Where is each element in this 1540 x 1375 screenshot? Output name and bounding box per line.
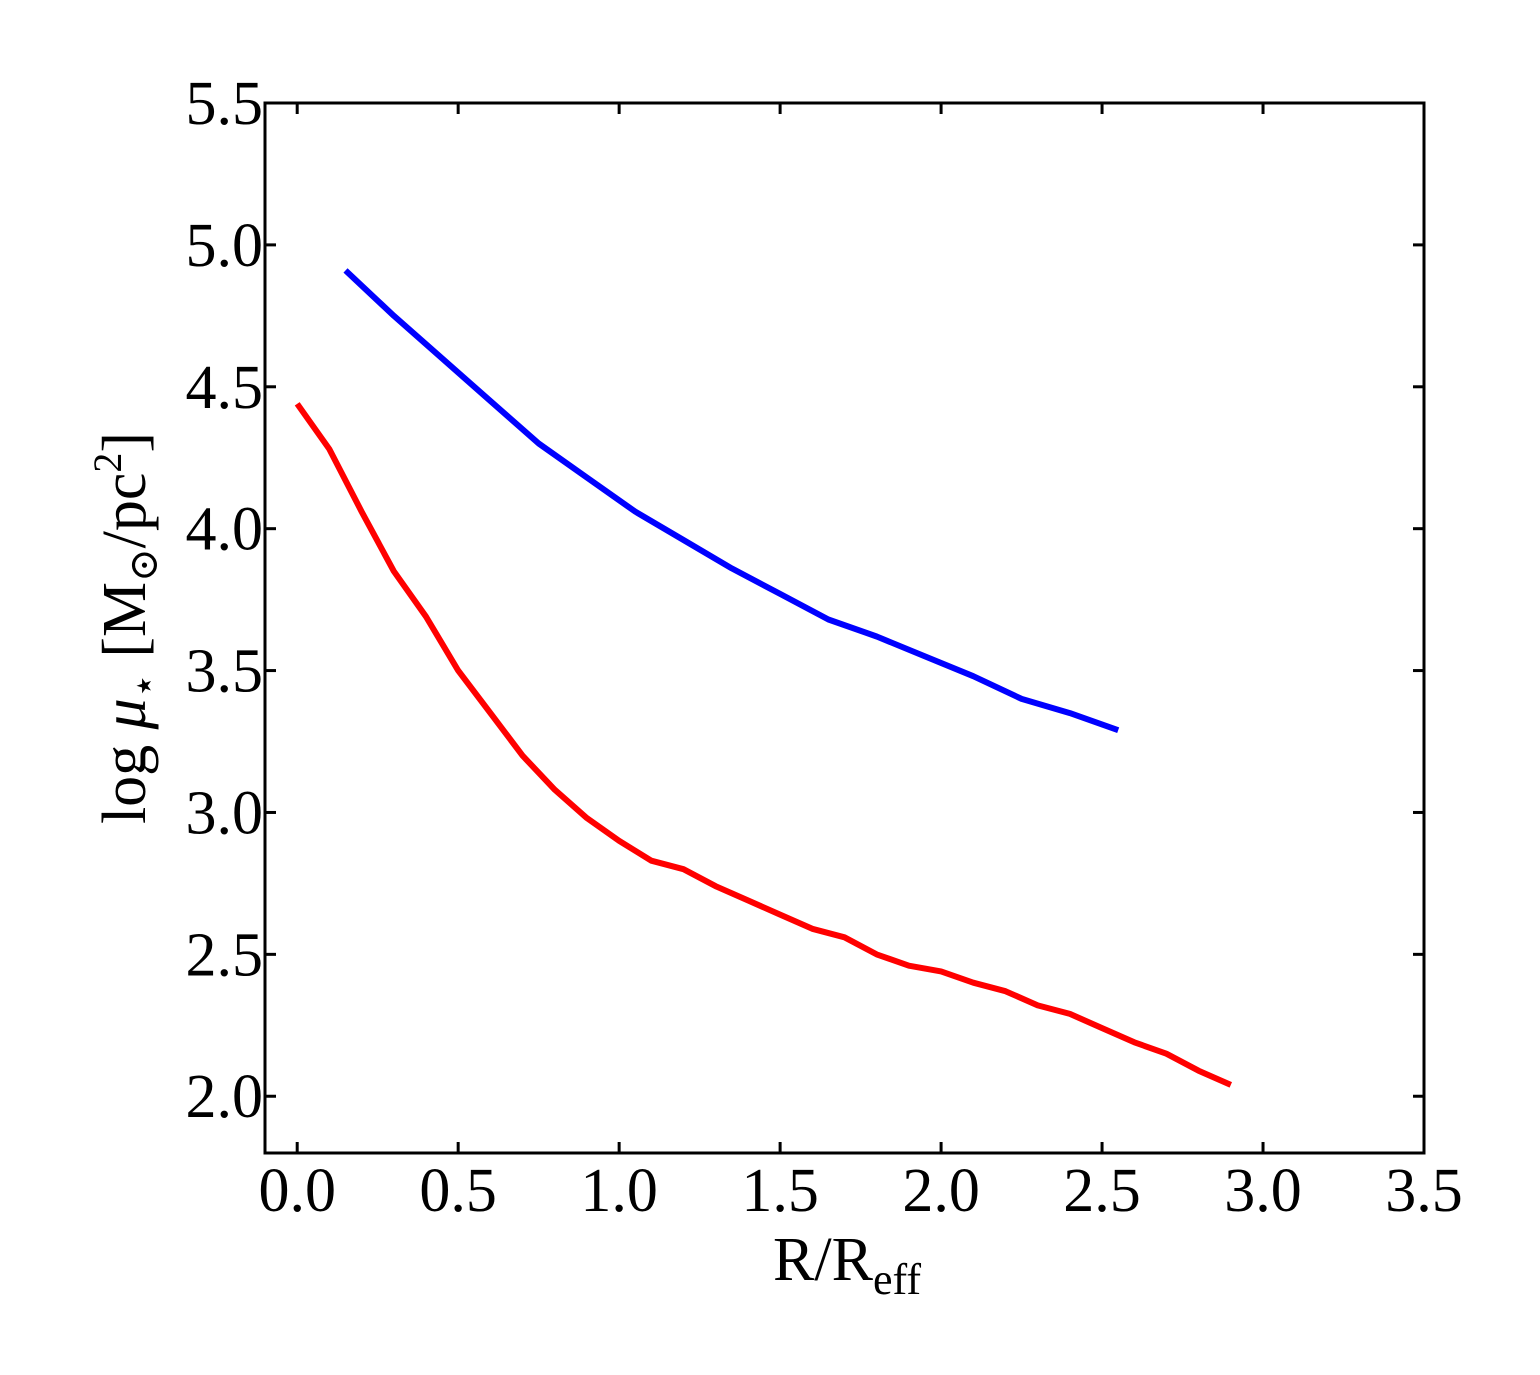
y-axis-title-unit: /pc bbox=[91, 473, 159, 549]
ticks bbox=[265, 101, 1426, 1153]
plot-frame bbox=[263, 101, 1426, 1155]
tick-labels: 0.0 0.5 1.0 1.5 2.0 2.5 3.0 3.5 2.0 2.5 3.0 3.5 4.0 4… bbox=[186, 70, 1463, 1225]
x-tick-label: 1.0 bbox=[580, 1157, 658, 1225]
y-axis-title-exponent: 2 bbox=[85, 453, 130, 473]
y-tick-label: 2.5 bbox=[186, 921, 264, 989]
x-tick-label: 0.5 bbox=[419, 1157, 497, 1225]
series-line-2 bbox=[294, 402, 1233, 1088]
y-axis-title: log μ⋆ [M⊙/pc2] bbox=[85, 432, 166, 824]
x-tick-label: 2.5 bbox=[1063, 1157, 1141, 1225]
y-axis-title-close: ] bbox=[91, 432, 159, 453]
y-tick-label: 5.5 bbox=[186, 70, 264, 138]
y-axis-title-open: [M bbox=[91, 582, 159, 673]
x-tick-label: 3.5 bbox=[1385, 1157, 1463, 1225]
y-axis-title-prefix: log bbox=[91, 729, 159, 824]
x-axis-title: R/Reff bbox=[773, 1226, 921, 1304]
y-tick-label: 3.0 bbox=[186, 779, 264, 847]
y-tick-label: 3.5 bbox=[186, 638, 264, 706]
x-tick-label: 1.5 bbox=[741, 1157, 819, 1225]
y-axis-title-mu: μ bbox=[91, 698, 159, 730]
y-tick-label: 4.0 bbox=[186, 496, 264, 564]
y-axis-title-sun: ⊙ bbox=[121, 548, 166, 582]
x-tick-label: 2.0 bbox=[902, 1157, 980, 1225]
x-axis-title-subscript: eff bbox=[873, 1255, 921, 1304]
series-line-1 bbox=[343, 268, 1120, 734]
y-tick-label: 2.0 bbox=[186, 1063, 264, 1131]
series-lines bbox=[294, 268, 1233, 1088]
x-tick-label: 3.0 bbox=[1224, 1157, 1302, 1225]
x-tick-label: 0.0 bbox=[258, 1157, 336, 1225]
y-tick-label: 4.5 bbox=[186, 354, 264, 422]
y-axis-title-star: ⋆ bbox=[121, 673, 166, 698]
y-tick-label: 5.0 bbox=[186, 212, 264, 280]
x-axis-title-main: R/R bbox=[773, 1226, 874, 1294]
